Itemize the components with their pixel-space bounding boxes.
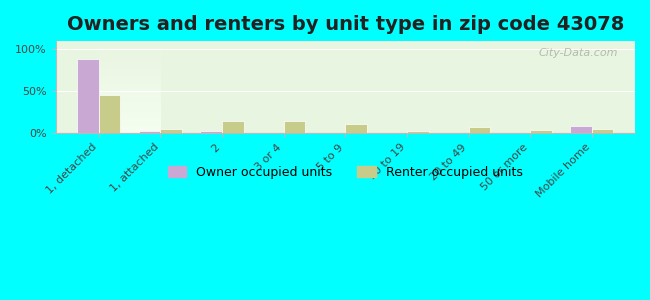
- Bar: [161, 129, 182, 133]
- Bar: [77, 59, 99, 133]
- Bar: [222, 121, 244, 133]
- Bar: [139, 131, 161, 133]
- Bar: [99, 95, 120, 133]
- Bar: [283, 121, 305, 133]
- Bar: [530, 130, 552, 133]
- Legend: Owner occupied units, Renter occupied units: Owner occupied units, Renter occupied un…: [162, 161, 528, 184]
- Bar: [592, 129, 614, 133]
- Bar: [345, 124, 367, 133]
- Bar: [570, 126, 592, 133]
- Bar: [469, 127, 490, 133]
- Bar: [200, 131, 222, 133]
- Bar: [407, 130, 428, 133]
- Text: City-Data.com: City-Data.com: [538, 47, 617, 58]
- Title: Owners and renters by unit type in zip code 43078: Owners and renters by unit type in zip c…: [67, 15, 624, 34]
